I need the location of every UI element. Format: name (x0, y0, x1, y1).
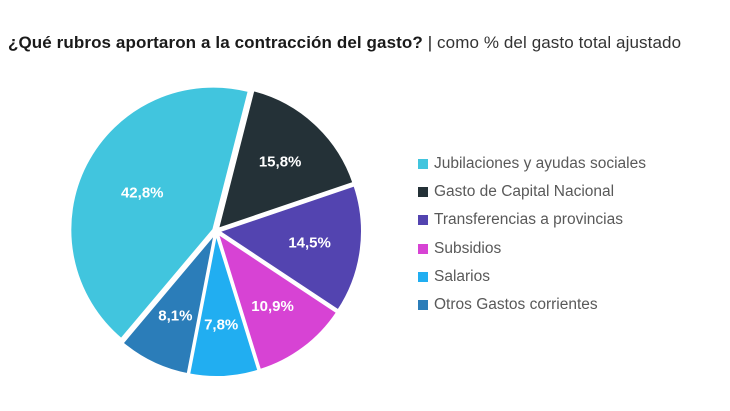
legend-label: Jubilaciones y ayudas sociales (434, 155, 646, 173)
legend-label: Otros Gastos corrientes (434, 296, 598, 314)
legend-label: Gasto de Capital Nacional (434, 183, 615, 201)
legend-swatch (418, 187, 428, 198)
slice-otros-gastos (121, 230, 217, 376)
legend-swatch (418, 300, 428, 311)
legend-item-gasto-capital: Gasto de Capital Nacional (418, 178, 646, 206)
legend-label: Transferencias a provincias (434, 211, 623, 229)
legend-item-jubilaciones: Jubilaciones y ayudas sociales (418, 150, 646, 178)
slice-gasto-capital (216, 89, 355, 231)
legend-swatch (418, 159, 428, 170)
chart-legend: Jubilaciones y ayudas sociales Gasto de … (418, 150, 646, 319)
legend-swatch (418, 215, 428, 226)
chart-subtitle: como % del gasto total ajustado (437, 33, 682, 52)
chart-title-line: ¿Qué rubros aportaron a la contracción d… (8, 33, 681, 53)
data-label-otros-gastos: 8,1% (158, 308, 192, 325)
slice-transferencias (216, 184, 363, 312)
data-label-subsidios: 10,9% (251, 298, 294, 315)
legend-item-transferencias: Transferencias a provincias (418, 206, 646, 234)
slice-subsidios (216, 231, 339, 372)
title-separator: | (427, 33, 433, 52)
data-label-transferencias: 14,5% (288, 235, 331, 252)
legend-swatch (418, 243, 428, 254)
legend-label: Salarios (434, 267, 490, 285)
data-label-gasto-capital: 15,8% (259, 153, 302, 170)
legend-label: Subsidios (434, 239, 502, 257)
slice-salarios (187, 233, 260, 378)
legend-swatch (418, 271, 428, 282)
legend-item-otros-gastos: Otros Gastos corrientes (418, 291, 646, 319)
slice-jubilaciones (69, 85, 250, 341)
chart-title: ¿Qué rubros aportaron a la contracción d… (8, 33, 423, 52)
legend-item-salarios: Salarios (418, 263, 646, 291)
legend-item-subsidios: Subsidios (418, 235, 646, 263)
data-label-salarios: 7,8% (204, 317, 238, 334)
data-label-jubilaciones: 42,8% (121, 185, 164, 202)
